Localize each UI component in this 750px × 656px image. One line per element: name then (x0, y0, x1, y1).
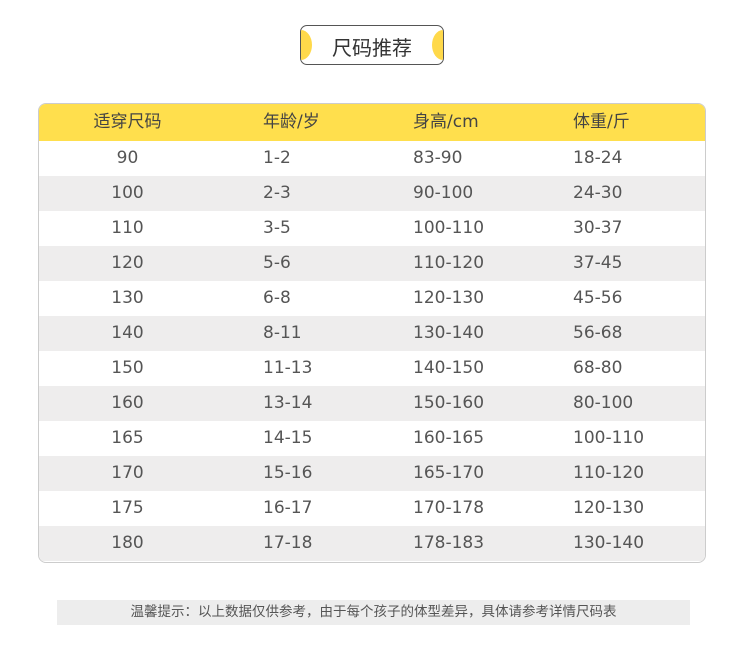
cell-weight: 68-80 (573, 358, 623, 378)
cell-height: 160-165 (413, 428, 485, 448)
footer-note: 温馨提示：以上数据仅供参考，由于每个孩子的体型差异，具体请参考详情尺码表 (57, 600, 690, 625)
cell-height: 110-120 (413, 253, 485, 273)
cell-weight: 120-130 (573, 498, 645, 518)
cell-size: 160 (111, 393, 144, 413)
cell-size: 140 (111, 323, 144, 343)
cell-height: 165-170 (413, 463, 485, 483)
badge-right-decoration (432, 30, 443, 60)
cell-age: 3-5 (263, 218, 291, 238)
cell-size: 180 (111, 533, 144, 553)
table-row: 100 2-3 90-100 24-30 (39, 176, 705, 211)
cell-size: 120 (111, 253, 144, 273)
cell-age: 13-14 (263, 393, 313, 413)
size-table: 适穿尺码 年龄/岁 身高/cm 体重/斤 90 1-2 83-90 18-24 100 2… (38, 103, 706, 563)
page-title: 尺码推荐 (332, 36, 412, 60)
table-row: 170 15-16 165-170 110-120 (39, 456, 705, 491)
cell-age: 5-6 (263, 253, 291, 273)
cell-height: 90-100 (413, 183, 474, 203)
cell-height: 150-160 (413, 393, 485, 413)
cell-weight: 18-24 (573, 148, 623, 168)
cell-height: 130-140 (413, 323, 485, 343)
cell-height: 140-150 (413, 358, 485, 378)
title-badge: 尺码推荐 (300, 25, 444, 65)
table-row: 180 17-18 178-183 130-140 (39, 526, 705, 561)
cell-size: 100 (111, 183, 144, 203)
cell-weight: 100-110 (573, 428, 645, 448)
header-height: 身高/cm (413, 112, 479, 132)
table-row: 140 8-11 130-140 56-68 (39, 316, 705, 351)
cell-height: 170-178 (413, 498, 485, 518)
cell-weight: 80-100 (573, 393, 634, 413)
table-row: 160 13-14 150-160 80-100 (39, 386, 705, 421)
cell-age: 11-13 (263, 358, 313, 378)
table-row: 110 3-5 100-110 30-37 (39, 211, 705, 246)
cell-weight: 37-45 (573, 253, 623, 273)
cell-age: 1-2 (263, 148, 291, 168)
cell-size: 175 (111, 498, 144, 518)
cell-height: 178-183 (413, 533, 485, 553)
table-header: 适穿尺码 年龄/岁 身高/cm 体重/斤 (39, 104, 705, 141)
cell-weight: 56-68 (573, 323, 623, 343)
cell-weight: 45-56 (573, 288, 623, 308)
table-row: 165 14-15 160-165 100-110 (39, 421, 705, 456)
cell-size: 130 (111, 288, 144, 308)
cell-age: 14-15 (263, 428, 313, 448)
table-row: 150 11-13 140-150 68-80 (39, 351, 705, 386)
cell-age: 16-17 (263, 498, 313, 518)
cell-size: 110 (111, 218, 144, 238)
cell-size: 165 (111, 428, 144, 448)
table-row: 120 5-6 110-120 37-45 (39, 246, 705, 281)
badge-left-decoration (301, 30, 312, 60)
cell-height: 120-130 (413, 288, 485, 308)
cell-weight: 30-37 (573, 218, 623, 238)
cell-weight: 110-120 (573, 463, 645, 483)
cell-height: 83-90 (413, 148, 463, 168)
cell-height: 100-110 (413, 218, 485, 238)
table-row: 90 1-2 83-90 18-24 (39, 141, 705, 176)
cell-size: 90 (116, 148, 139, 168)
table-row: 175 16-17 170-178 120-130 (39, 491, 705, 526)
header-weight: 体重/斤 (573, 112, 630, 132)
cell-age: 8-11 (263, 323, 302, 343)
cell-age: 15-16 (263, 463, 313, 483)
cell-weight: 24-30 (573, 183, 623, 203)
cell-age: 17-18 (263, 533, 313, 553)
header-age: 年龄/岁 (263, 112, 320, 132)
cell-age: 2-3 (263, 183, 291, 203)
cell-size: 150 (111, 358, 144, 378)
table-row: 130 6-8 120-130 45-56 (39, 281, 705, 316)
cell-age: 6-8 (263, 288, 291, 308)
cell-size: 170 (111, 463, 144, 483)
cell-weight: 130-140 (573, 533, 645, 553)
header-size: 适穿尺码 (93, 112, 162, 132)
